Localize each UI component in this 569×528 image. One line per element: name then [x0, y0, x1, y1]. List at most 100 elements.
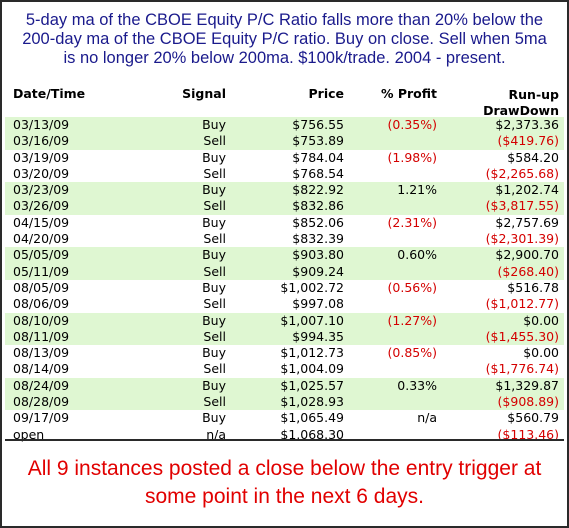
table-row: 03/16/09 Sell $753.89 ($419.76) [5, 133, 564, 150]
description-line-3: is no longer 20% below 200ma. $100k/trad… [63, 49, 506, 67]
cell-date: 08/06/09 [13, 296, 70, 312]
cell-signal: Sell [203, 198, 226, 214]
cell-runup-drawdown: $560.79 [507, 410, 559, 426]
cell-date: 08/13/09 [13, 345, 70, 361]
cell-signal: Sell [203, 296, 226, 312]
cell-runup-drawdown: $1,329.87 [495, 377, 559, 393]
cell-price: $997.08 [292, 296, 344, 312]
trades-table: Date/Time Signal Price % Profit Run-up Dr… [5, 77, 564, 442]
cell-signal: Sell [203, 231, 226, 247]
cell-runup-drawdown: $2,373.36 [495, 117, 559, 132]
cell-price: $768.54 [292, 165, 344, 181]
cell-runup-drawdown: $1,202.74 [495, 182, 559, 198]
table-row: 04/15/09 Buy $852.06 (2.31%) $2,757.69 [5, 215, 564, 231]
cell-signal: Buy [202, 149, 226, 165]
table-header-row: Date/Time Signal Price % Profit Run-up Dr… [5, 77, 564, 118]
cell-date: 09/17/09 [13, 410, 70, 426]
table-row: 09/17/09 Buy $1,065.49 n/a $560.79 [5, 410, 564, 426]
cell-signal: Sell [203, 165, 226, 181]
table-row: 03/20/09 Sell $768.54 ($2,265.68) [5, 166, 564, 182]
cell-signal: Buy [202, 117, 226, 132]
cell-runup-drawdown: ($1,012.77) [485, 296, 559, 312]
cell-date: 08/28/09 [13, 394, 70, 410]
table-row: 04/20/09 Sell $832.39 ($2,301.39) [5, 231, 564, 247]
cell-signal: Buy [202, 247, 226, 263]
cell-price: $994.35 [292, 328, 344, 344]
column-header-pct-profit: % Profit [380, 86, 437, 101]
table-row: 08/06/09 Sell $997.08 ($1,012.77) [5, 296, 564, 312]
table-body: 03/13/09 Buy $756.55 (0.35%) $2,373.36 03/16/… [5, 117, 564, 443]
cell-runup-drawdown: $516.78 [507, 279, 559, 295]
cell-date: 03/26/09 [13, 198, 70, 214]
cell-runup-drawdown: ($908.89) [497, 394, 559, 410]
cell-price: $1,007.10 [280, 312, 344, 328]
cell-price: $832.86 [292, 198, 344, 214]
table-row: open n/a $1,068.30 ($113.46) [5, 427, 564, 443]
column-header-price: Price [308, 86, 345, 101]
cell-signal: Buy [202, 410, 226, 426]
cell-runup-drawdown: ($2,265.68) [485, 165, 559, 181]
cell-price: $1,028.93 [280, 394, 344, 410]
cell-signal: Sell [203, 394, 226, 410]
column-header-signal: Signal [182, 86, 226, 101]
cell-price: $903.80 [292, 247, 344, 263]
cell-date: 03/16/09 [13, 133, 70, 149]
cell-signal: Sell [203, 133, 226, 149]
description-line-1: 5-day ma of the CBOE Equity P/C Ratio fa… [25, 11, 544, 29]
cell-pct-profit: (0.35%) [387, 117, 437, 132]
table-row: 05/11/09 Sell $909.24 ($268.40) [5, 263, 564, 280]
table-row: 08/24/09 Buy $1,025.57 0.33% $1,329.87 [5, 377, 564, 395]
cell-signal: Buy [202, 312, 226, 328]
cell-date: 05/11/09 [13, 263, 70, 279]
cell-date: 04/20/09 [13, 231, 70, 247]
cell-price: $753.89 [292, 133, 344, 149]
cell-signal: n/a [206, 426, 226, 442]
table-row: 03/26/09 Sell $832.86 ($3,817.55) [5, 198, 564, 215]
cell-date: 08/10/09 [13, 312, 70, 328]
column-header-date: Date/Time [13, 86, 86, 101]
cell-date: open [13, 426, 45, 442]
cell-pct-profit: (0.85%) [387, 345, 437, 361]
table-row: 03/23/09 Buy $822.92 1.21% $1,202.74 [5, 182, 564, 199]
description-line-2: 200-day ma of the CBOE Equity P/C ratio.… [22, 30, 547, 48]
table-row: 08/14/09 Sell $1,004.09 ($1,776.74) [5, 361, 564, 377]
cell-price: $784.04 [292, 149, 344, 165]
cell-price: $1,012.73 [280, 345, 344, 361]
cell-date: 08/05/09 [13, 279, 70, 295]
cell-pct-profit: 0.33% [397, 377, 437, 393]
cell-date: 05/05/09 [13, 247, 70, 263]
cell-pct-profit: 0.60% [397, 247, 437, 263]
cell-runup-drawdown: ($3,817.55) [485, 198, 559, 214]
table-row: 05/05/09 Buy $903.80 0.60% $2,900.70 [5, 247, 564, 264]
study-description: 5-day ma of the CBOE Equity P/C Ratio fa… [5, 5, 564, 73]
cell-price: $1,068.30 [280, 426, 344, 442]
table-row: 08/13/09 Buy $1,012.73 (0.85%) $0.00 [5, 345, 564, 361]
cell-price: $852.06 [292, 214, 344, 230]
table-row: 08/10/09 Buy $1,007.10 (1.27%) $0.00 [5, 312, 564, 329]
cell-signal: Buy [202, 345, 226, 361]
cell-price: $822.92 [292, 182, 344, 198]
cell-runup-drawdown: ($113.46) [497, 426, 559, 442]
cell-price: $1,002.72 [280, 279, 344, 295]
cell-runup-drawdown: $0.00 [523, 312, 559, 328]
cell-date: 03/19/09 [13, 149, 70, 165]
table-row: 08/11/09 Sell $994.35 ($1,455.30) [5, 328, 564, 346]
conclusion-line-1: All 9 instances posted a close below the… [27, 457, 542, 480]
cell-pct-profit: (2.31%) [387, 214, 437, 230]
cell-runup-drawdown: $0.00 [523, 345, 559, 361]
cell-pct-profit: 1.21% [397, 182, 437, 198]
cell-pct-profit: n/a [417, 410, 437, 426]
cell-runup-drawdown: ($1,776.74) [485, 361, 559, 377]
cell-signal: Buy [202, 377, 226, 393]
cell-price: $1,065.49 [280, 410, 344, 426]
cell-signal: Sell [203, 263, 226, 279]
cell-signal: Buy [202, 279, 226, 295]
cell-price: $832.39 [292, 231, 344, 247]
conclusion-line-2: some point in the next 6 days. [145, 485, 424, 508]
cell-date: 03/13/09 [13, 117, 70, 132]
cell-price: $909.24 [292, 263, 344, 279]
cell-runup-drawdown: ($2,301.39) [485, 231, 559, 247]
cell-price: $1,025.57 [280, 377, 344, 393]
table-row: 08/28/09 Sell $1,028.93 ($908.89) [5, 394, 564, 411]
